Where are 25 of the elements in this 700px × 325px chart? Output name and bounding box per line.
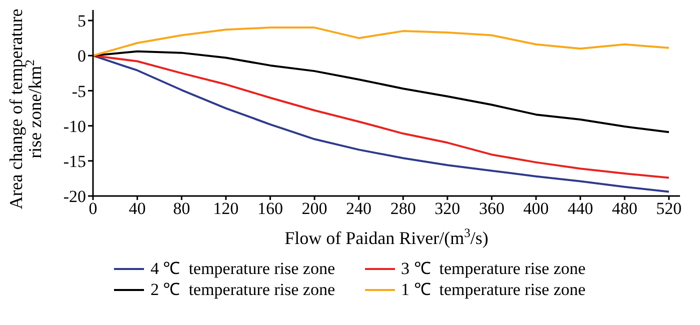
x-axis-title: Flow of Paidan River/(m$^{3}$/s) [284,226,488,248]
x-tick-label: 480 [612,199,638,218]
x-tick-label: 240 [346,199,372,218]
x-tick-label: 160 [257,199,283,218]
x-tick-label: 400 [523,199,549,218]
x-tick-label: 280 [390,199,416,218]
y-tick-label: -5 [72,82,86,101]
x-tick-label: 320 [434,199,460,218]
x-tick-label: 40 [128,199,146,218]
x-tick-label: 200 [302,199,328,218]
y-tick-label: -15 [63,152,86,171]
y-tick-label: 5 [78,12,86,31]
line-series [93,26,670,57]
legend-label: 1 ℃ temperature rise zone [401,279,586,300]
x-tick-label: 120 [213,199,239,218]
x-tick-label: 520 [656,199,682,218]
legend-label: 4 ℃ temperature rise zone [150,258,335,279]
y-tick-label: -20 [63,187,86,206]
x-tick-label: 360 [478,199,504,218]
legend-label: 3 ℃ temperature rise zone [401,258,586,279]
y-tick-label: 0 [78,46,86,66]
y-tick-label: -10 [63,116,86,136]
x-tick-label: 440 [568,199,594,218]
x-tick-label: 80 [173,199,190,218]
legend-label: 2 ℃ temperature rise zone [150,279,335,300]
